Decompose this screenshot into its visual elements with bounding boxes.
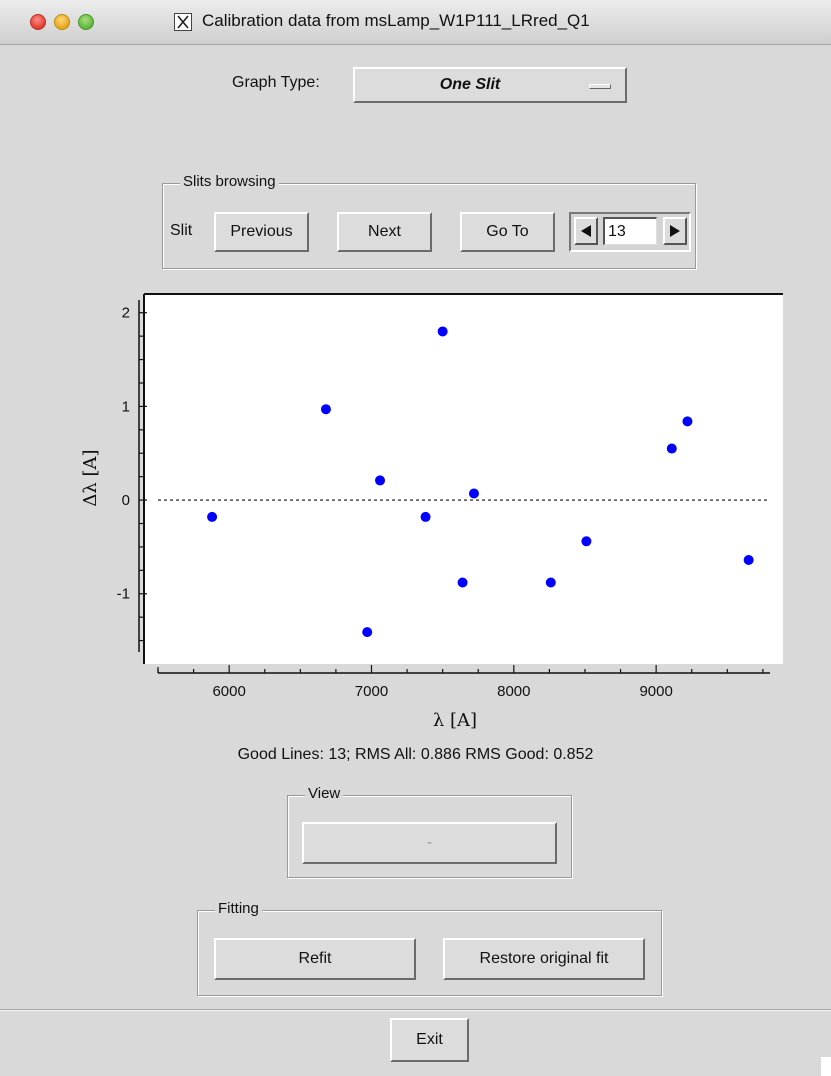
goto-slit-button[interactable]: Go To xyxy=(460,212,555,252)
y-tick-label: -1 xyxy=(117,586,130,603)
restore-original-fit-button[interactable]: Restore original fit xyxy=(443,938,645,980)
exit-button[interactable]: Exit xyxy=(390,1018,469,1062)
next-slit-button[interactable]: Next xyxy=(337,212,432,252)
increment-slit-button[interactable] xyxy=(663,217,687,245)
window-title: Calibration data from msLamp_W1P111_LRre… xyxy=(202,11,590,30)
plot-frame xyxy=(143,293,783,664)
arrow-right-icon xyxy=(670,225,680,237)
graph-type-menu[interactable]: One Slit xyxy=(353,67,627,103)
residuals-chart: 2 1 0 -1 6000 7000 8000 9000 λ [A] Δλ [A] xyxy=(80,293,783,731)
slits-browsing-title: Slits browsing xyxy=(180,173,279,190)
view-group xyxy=(287,795,572,878)
arrow-left-icon xyxy=(581,225,591,237)
zoom-window-button[interactable] xyxy=(78,14,94,30)
decrement-slit-button[interactable] xyxy=(574,217,598,245)
minimize-window-button[interactable] xyxy=(54,14,70,30)
title-bar[interactable]: Calibration data from msLamp_W1P111_LRre… xyxy=(0,0,831,45)
view-group-title: View xyxy=(305,785,344,802)
slit-number-spinner xyxy=(569,212,691,252)
resize-grip[interactable] xyxy=(821,1057,831,1076)
graph-type-value: One Slit xyxy=(439,76,501,93)
data-point xyxy=(207,511,218,522)
x-tick-label: 7000 xyxy=(355,683,388,700)
data-point xyxy=(320,404,331,415)
close-window-button[interactable] xyxy=(30,14,46,30)
data-point xyxy=(375,475,386,486)
x-tick-label: 6000 xyxy=(212,683,245,700)
bottom-button-bar: Exit xyxy=(0,1009,831,1076)
y-tick-label: 0 xyxy=(122,492,130,509)
fitting-group-title: Fitting xyxy=(215,900,262,917)
data-point xyxy=(682,416,693,427)
previous-slit-button[interactable]: Previous xyxy=(214,212,309,252)
option-menu-indicator-icon xyxy=(589,84,611,89)
fit-stats-text: Good Lines: 13; RMS All: 0.886 RMS Good:… xyxy=(237,746,594,763)
y-tick-label: 2 xyxy=(122,305,130,322)
data-point xyxy=(581,536,592,547)
graph-type-label: Graph Type: xyxy=(232,74,320,91)
y-axis-title: Δλ [A] xyxy=(80,449,101,506)
data-point xyxy=(437,326,448,337)
x-tick-label: 8000 xyxy=(497,683,530,700)
data-point xyxy=(545,577,556,588)
view-menu-button[interactable]: - xyxy=(302,822,557,864)
refit-button[interactable]: Refit xyxy=(214,938,416,980)
x-tick-label: 9000 xyxy=(639,683,672,700)
x-axis-title: λ [A] xyxy=(433,710,477,731)
data-point xyxy=(666,443,677,454)
plot-area xyxy=(144,294,783,664)
data-point xyxy=(457,577,468,588)
data-point xyxy=(362,627,373,638)
data-point xyxy=(743,555,754,566)
x11-app-icon xyxy=(174,13,192,31)
slits-browsing-group xyxy=(162,183,696,269)
slit-label: Slit xyxy=(170,222,193,239)
fitting-group xyxy=(197,910,662,996)
slit-number-field[interactable] xyxy=(603,217,657,245)
data-point xyxy=(420,511,431,522)
y-tick-label: 1 xyxy=(122,398,130,415)
data-point xyxy=(468,488,479,499)
